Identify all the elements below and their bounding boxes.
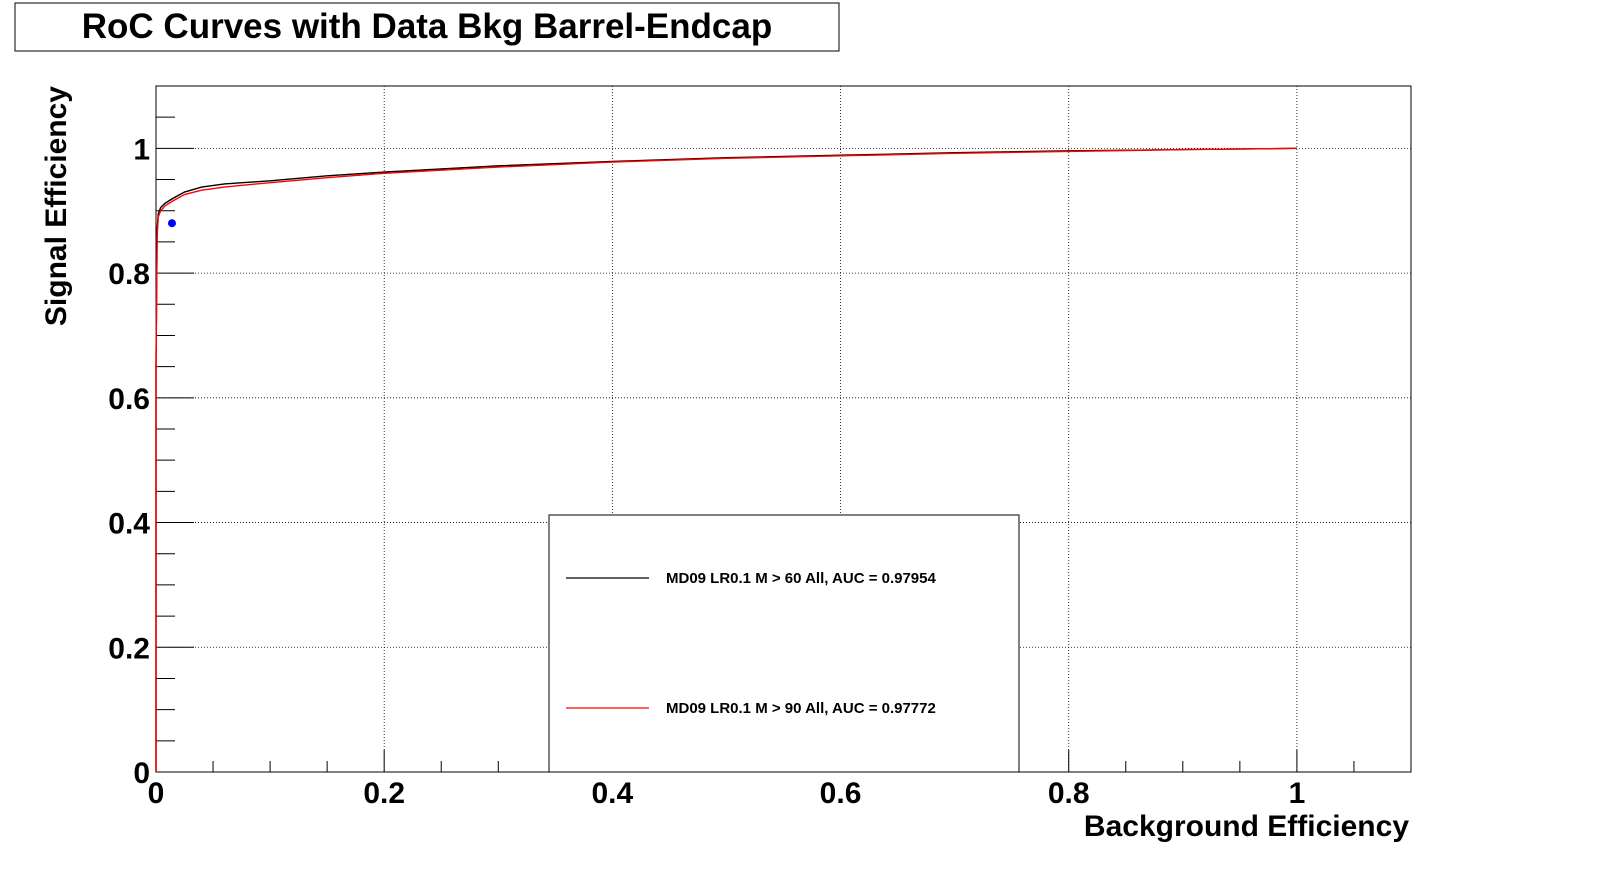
working-point-marker [167, 219, 176, 228]
y-tick-label: 0.2 [108, 632, 150, 665]
x-tick-label: 0.6 [820, 777, 862, 810]
legend-box [548, 514, 1020, 773]
y-tick-label: 0 [133, 757, 150, 790]
y-tick-label: 0.6 [108, 383, 150, 416]
x-tick-label: 0.2 [363, 777, 405, 810]
y-axis-title: Signal Efficiency [40, 86, 73, 326]
legend-entry: MD09 LR0.1 M > 90 All, AUC = 0.97772 [666, 700, 936, 717]
series-line [155, 147, 1297, 772]
x-tick-label: 0 [148, 777, 165, 810]
y-tick-labels: 0 0.2 0.4 0.6 0.8 1 [108, 133, 150, 790]
x-tick-label: 1 [1289, 777, 1306, 810]
x-tick-labels: 0 0.2 0.4 0.6 0.8 1 [148, 777, 1306, 810]
y-tick-label: 1 [133, 133, 150, 166]
markers [167, 219, 176, 228]
y-tick-label: 0.8 [108, 258, 150, 291]
chart-title: RoC Curves with Data Bkg Barrel-Endcap [82, 7, 772, 46]
title-box [14, 2, 840, 52]
x-axis-title: Background Efficiency [1084, 810, 1409, 843]
y-tick-label: 0.4 [108, 508, 150, 541]
x-tick-label: 0.8 [1048, 777, 1090, 810]
legend-entry: MD09 LR0.1 M > 60 All, AUC = 0.97954 [666, 570, 936, 587]
series-lines [155, 147, 1297, 772]
x-tick-label: 0.4 [592, 777, 634, 810]
